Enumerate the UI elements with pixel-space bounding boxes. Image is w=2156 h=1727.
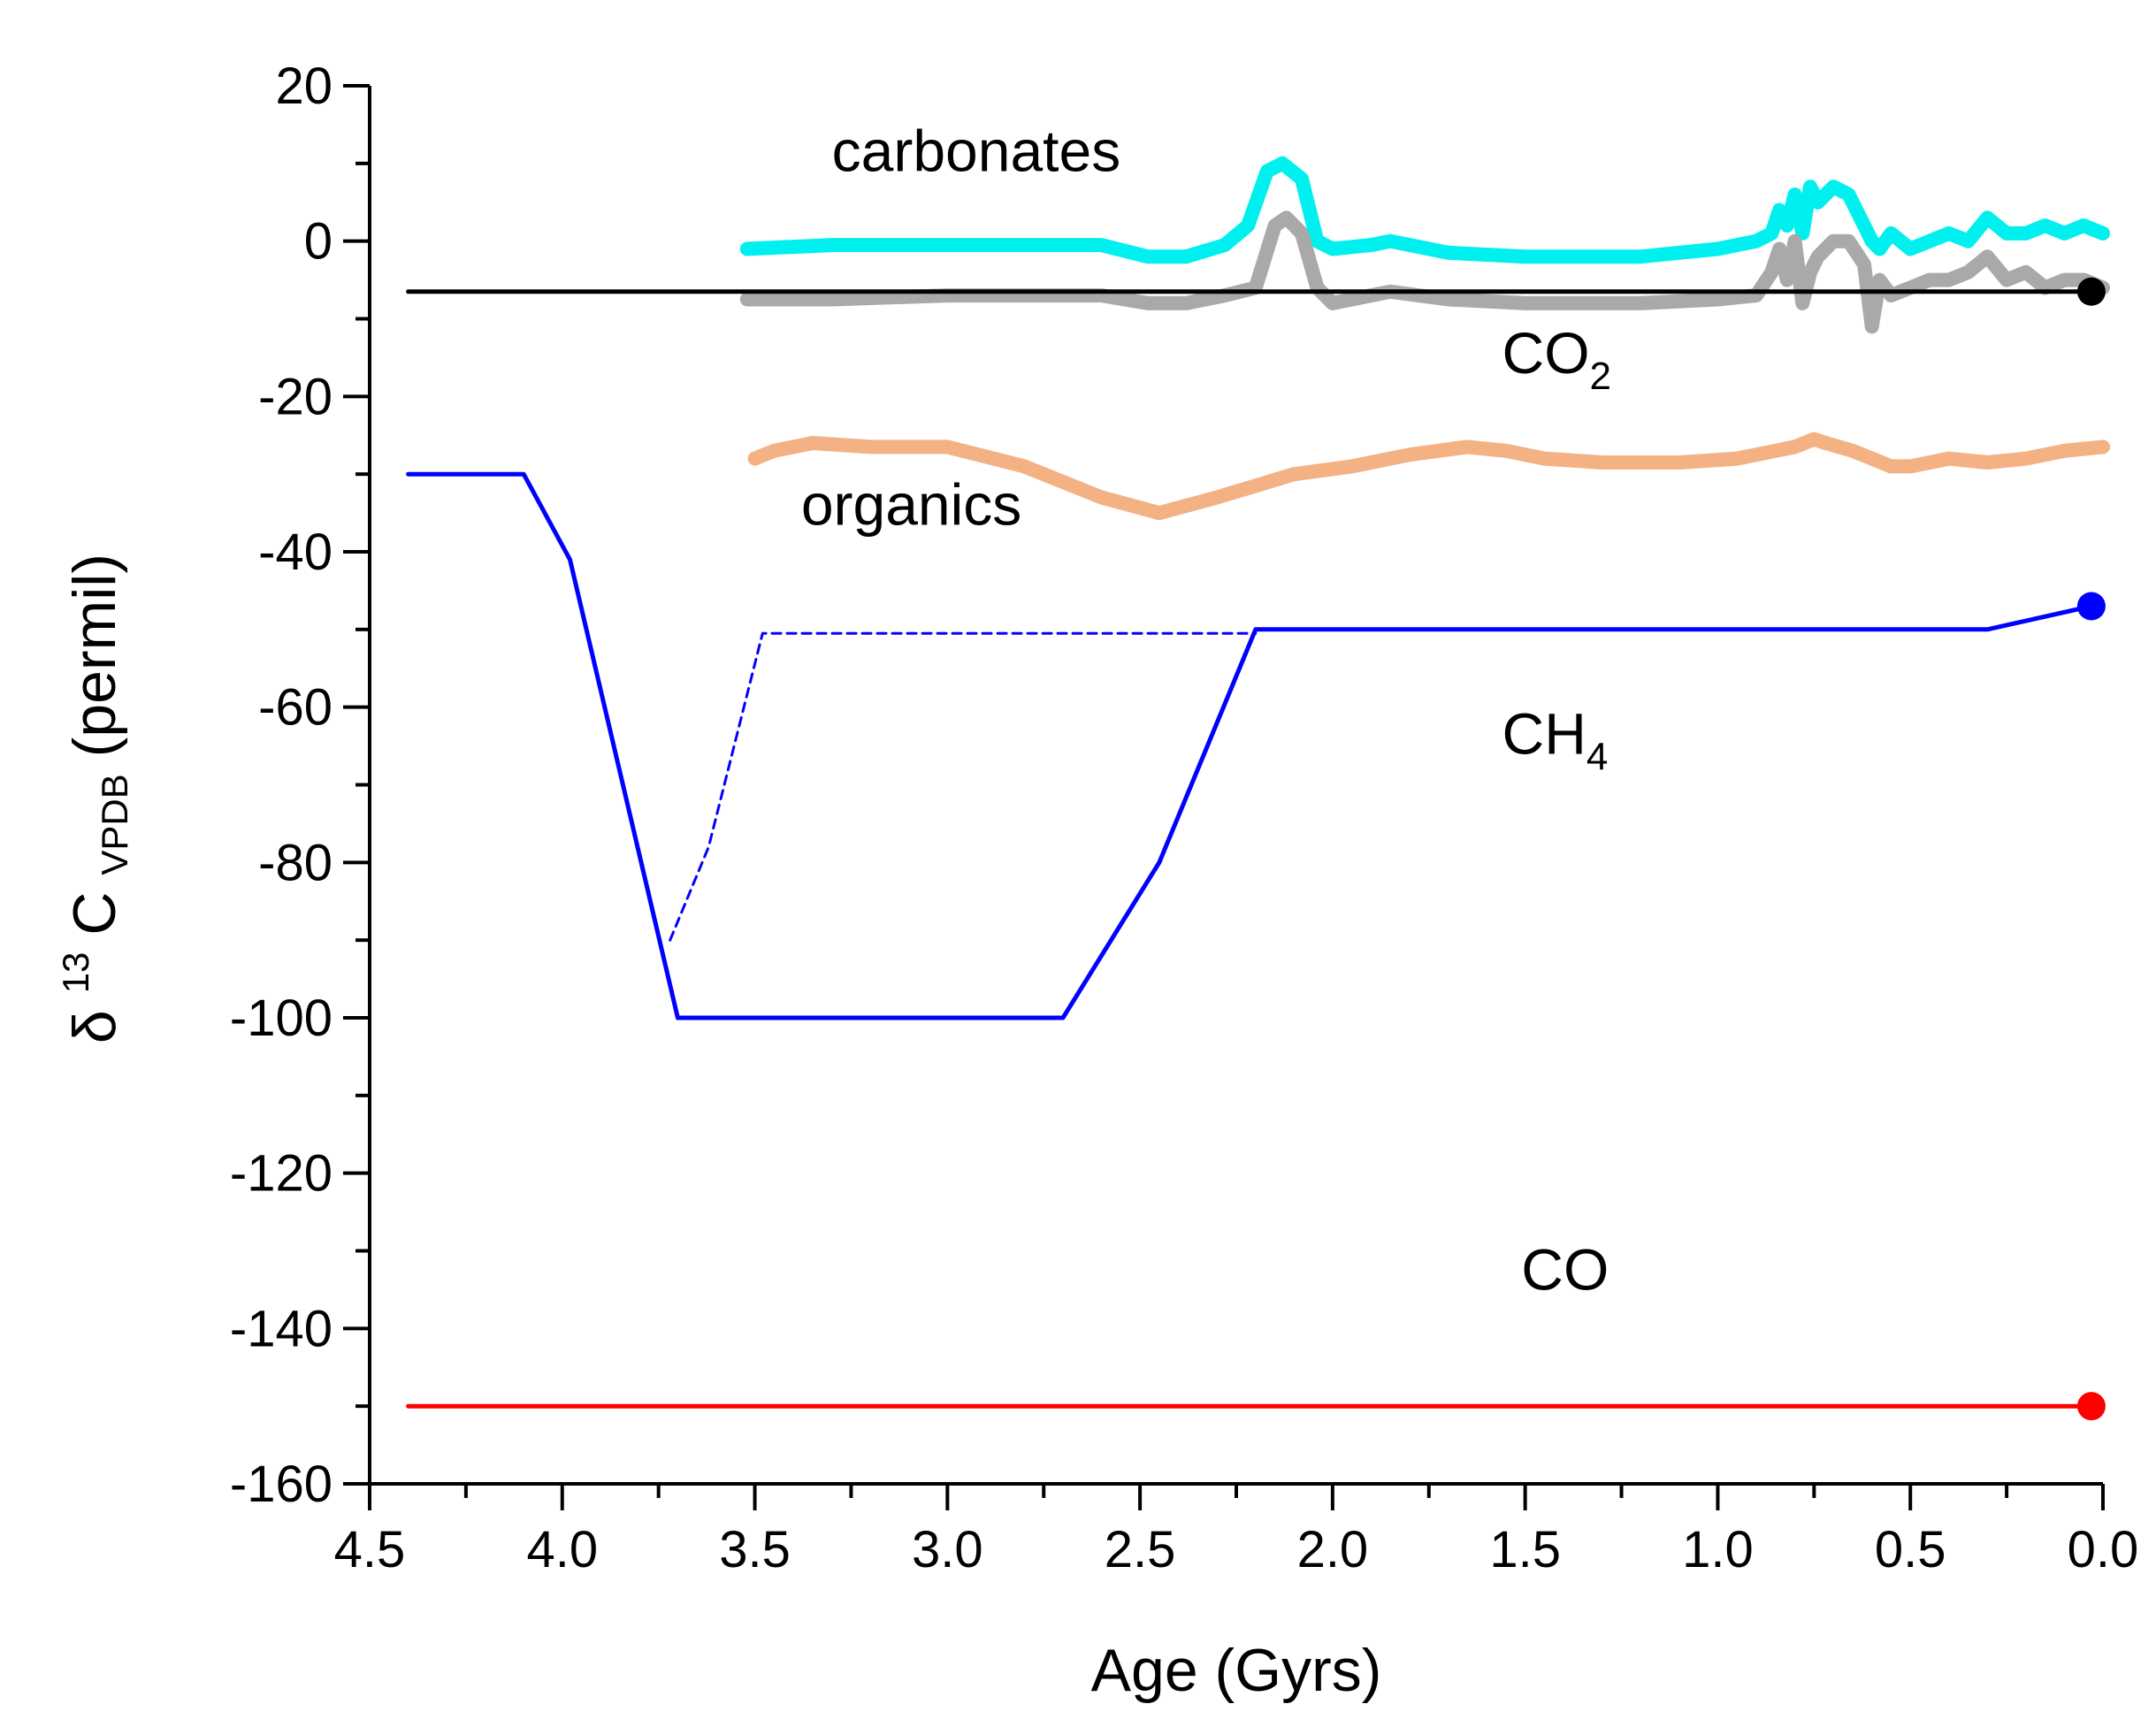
x-tick-label: 3.5 [719, 1521, 791, 1578]
x-tick-label: 2.5 [1105, 1521, 1176, 1578]
x-tick-label: 3.0 [912, 1521, 983, 1578]
x-tick-label: 2.0 [1297, 1521, 1369, 1578]
series-line-organics [747, 432, 2110, 521]
y-tick-label: -60 [258, 679, 333, 737]
series-label-organics: organics [801, 471, 1021, 537]
y-axis-title-subscript: VPDB [94, 774, 135, 875]
y-axis-title-delta: δ [61, 1010, 128, 1043]
series-label-carbonates: carbonates [832, 118, 1121, 184]
y-tick-label: 20 [275, 57, 333, 115]
x-tick-label: 0.0 [2068, 1521, 2139, 1578]
y-axis-title-superscript: 13 [55, 952, 96, 994]
y-tick-label: -40 [258, 523, 333, 581]
series-line-ch4-alternative [669, 631, 1258, 942]
series-label-co2: CO2 [1502, 320, 1611, 398]
series-line-carbonates-gray [739, 210, 2110, 334]
plot-lines [406, 156, 2110, 1421]
series-marker-co2 [2076, 277, 2106, 306]
series-marker-ch4 [2076, 592, 2106, 621]
x-tick-label: 1.5 [1489, 1521, 1561, 1578]
x-tick-label: 0.5 [1875, 1521, 1946, 1578]
y-axis-title-unit: (permil) [61, 554, 128, 757]
y-axis-title: δ 13 C VPDB (permil) [34, 554, 141, 1043]
series-marker-co [2076, 1392, 2106, 1421]
y-tick-label: -140 [230, 1300, 333, 1357]
x-tick-label: 4.5 [334, 1521, 406, 1578]
series-label-ch4: CH4 [1502, 700, 1609, 778]
series-label-co: CO [1521, 1236, 1609, 1302]
x-axis-title: Age (Gyrs) [1091, 1637, 1382, 1704]
y-tick-label: -80 [258, 834, 333, 891]
y-tick-label: -100 [230, 990, 333, 1047]
y-tick-label: -20 [258, 368, 333, 425]
y-axis-title-base: C [61, 892, 128, 936]
series-labels: carbonates CO2 organics CH4 CO [801, 118, 1611, 1303]
y-tick-label: -160 [230, 1456, 333, 1513]
y-tick-label: 0 [304, 213, 333, 271]
y-tick-label: -120 [230, 1145, 333, 1203]
x-tick-label: 1.0 [1682, 1521, 1754, 1578]
series-line-ch4 [406, 471, 2094, 1020]
x-tick-label: 4.0 [526, 1521, 598, 1578]
series-line-carbonates [739, 156, 2110, 264]
